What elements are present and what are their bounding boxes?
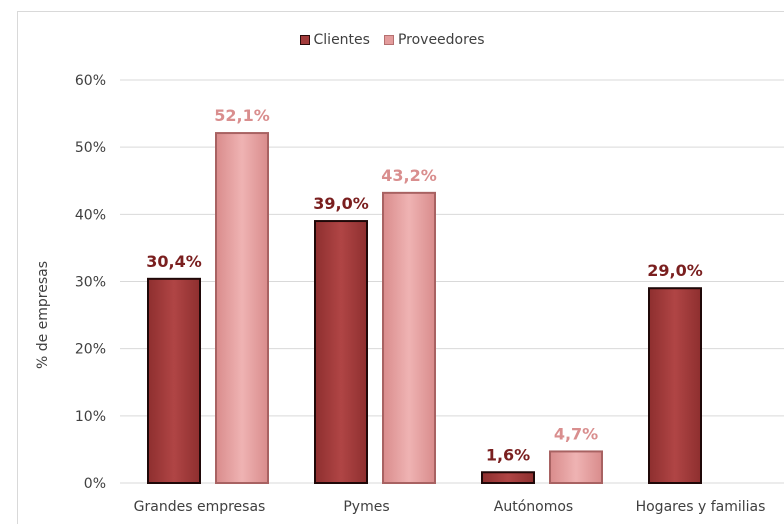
bar-clientes-0 [147,277,201,484]
y-tick-label: 0% [84,476,106,492]
data-label-clientes-3: 29,0% [647,261,703,280]
y-tick-label: 20% [75,342,106,358]
bar-clientes-2 [481,471,535,484]
x-tick-label: Pymes [343,499,389,515]
y-tick-label: 10% [75,409,106,425]
bar-proveedores-2 [549,450,603,485]
legend-label-proveedores: Proveedores [397,32,485,48]
y-tick-label: 40% [75,207,106,223]
x-tick-label: Autónomos [494,499,573,515]
bar-clientes-3 [648,287,702,485]
bar-proveedores-1 [382,191,436,484]
legend-swatch-proveedores [383,35,394,45]
y-tick-label: 60% [75,73,106,89]
y-tick-label: 30% [75,275,106,291]
chart-frame [17,11,784,524]
data-label-proveedores-0: 52,1% [214,106,270,125]
legend-swatch-clientes [299,35,310,45]
tick-labels: 0% 10% 20% 30% 40% 50% 60% Grandes empresas Pyme… [75,73,766,515]
data-labels: 30,4% 52,1% 39,0% 43,2% 1,6% 4,7% 29,0% [146,106,703,464]
data-label-clientes-2: 1,6% [486,445,530,464]
x-tick-label: Hogares y familias [636,499,766,515]
data-label-clientes-0: 30,4% [146,252,202,271]
y-tick-label: 50% [75,140,106,156]
bar-proveedores-0 [215,132,269,484]
data-label-proveedores-2: 4,7% [554,424,598,443]
legend-label-clientes: Clientes [313,32,370,48]
bar-clientes-1 [314,220,368,485]
y-axis-title: % de empresas [35,261,51,369]
x-tick-label: Grandes empresas [134,499,266,515]
legend-item-clientes: Clientes [299,32,370,48]
bars [147,132,702,485]
legend-item-proveedores: Proveedores [383,32,485,48]
data-label-proveedores-1: 43,2% [381,166,437,185]
data-label-clientes-1: 39,0% [313,194,369,213]
chart-legend: Clientes Proveedores [0,30,784,50]
